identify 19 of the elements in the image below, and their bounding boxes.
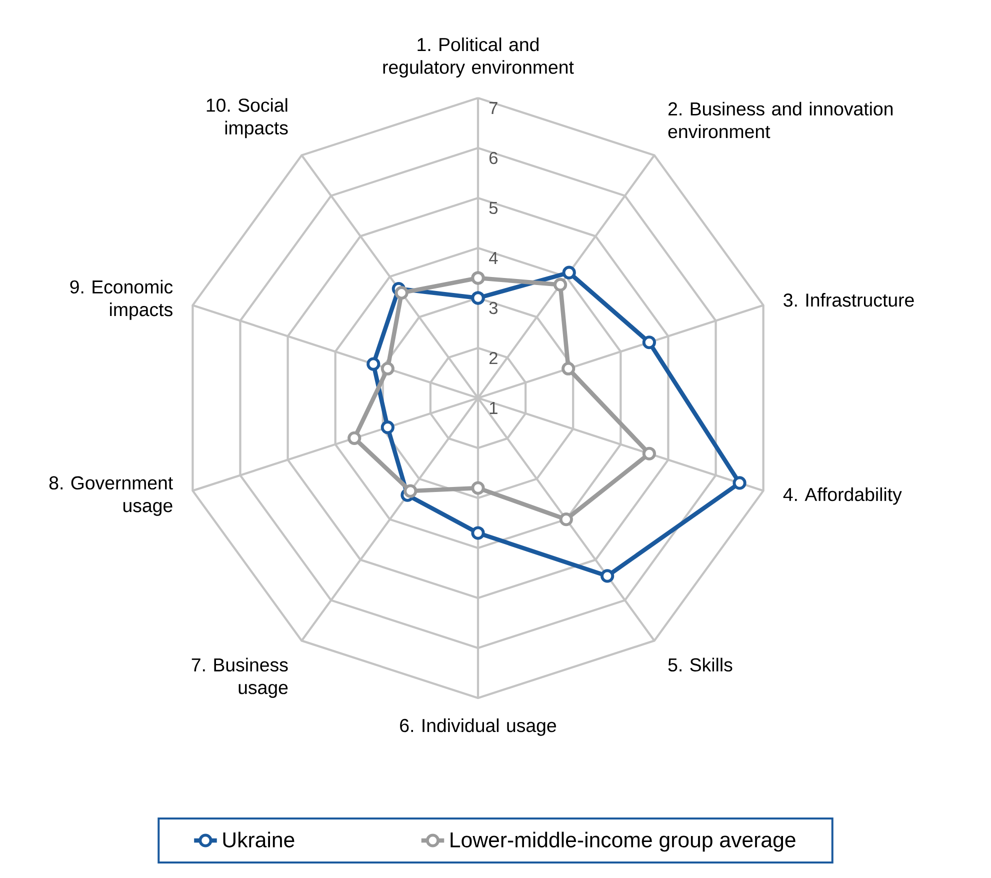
y-tick-label: 6 [489,152,498,164]
spoke-label: 5. Skills [668,658,732,672]
spoke-label: 6. Individual usage [400,718,556,736]
y-tick-label: 4 [489,252,498,264]
spoke-label: 9. Economic impacts [70,280,173,320]
spoke-label: 2. Business and innovation environment [668,102,893,138]
spoke-label: 7. Business usage [192,658,288,698]
y-tick-label: 1 [490,402,498,414]
spoke-label: 4. Affordability [783,487,902,505]
spoke-label: 8. Government usage [49,476,173,516]
legend-label: Ukraine [223,832,294,848]
legend-label: Lower-middle-income group average [450,832,796,852]
spoke-label: 3. Infrastructure [784,293,914,307]
spoke-label: 10. Social impacts [206,98,288,138]
y-tick-label: 5 [489,202,498,214]
y-tick-label: 7 [490,102,498,114]
y-tick-label: 3 [489,302,498,314]
spoke-label: 1. Political and regulatory environment [383,37,574,78]
y-tick-label: 2 [489,352,498,364]
